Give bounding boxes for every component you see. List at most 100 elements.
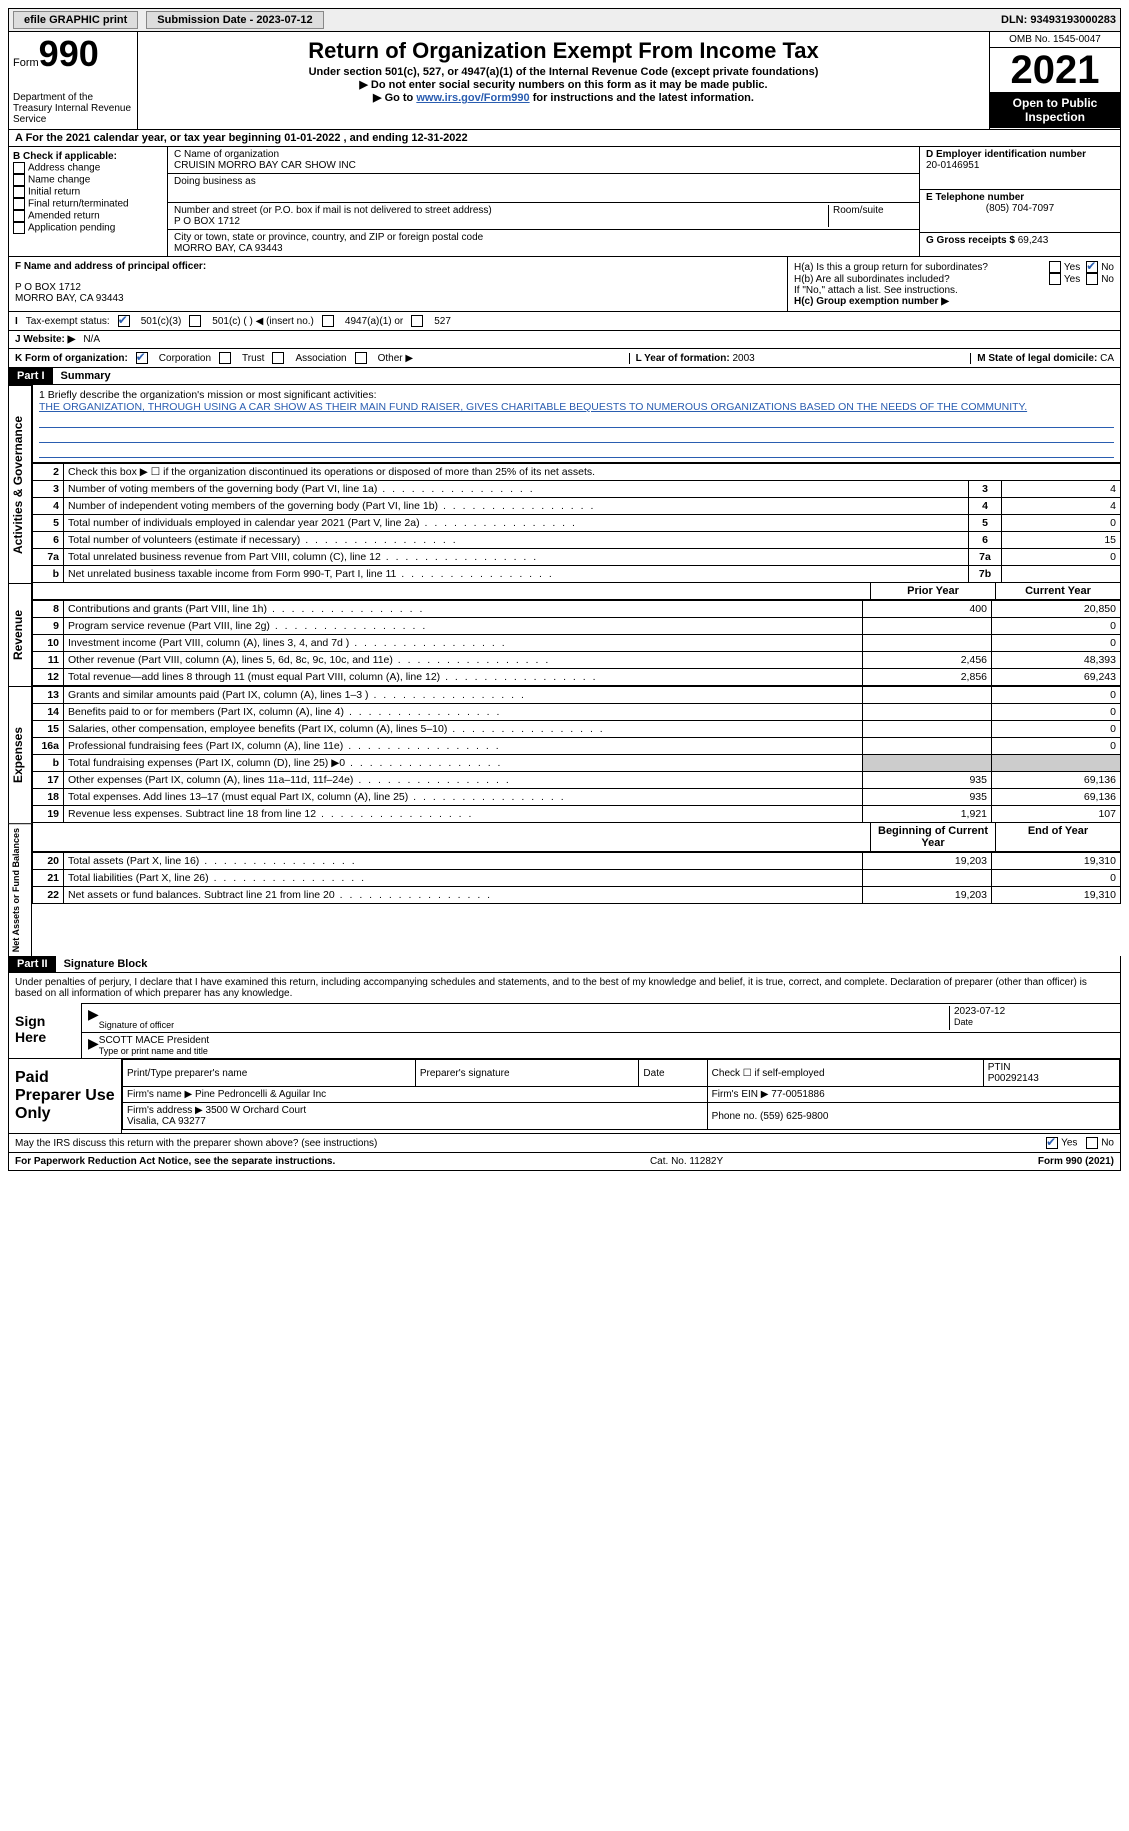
line-a: A For the 2021 calendar year, or tax yea…	[8, 130, 1121, 147]
checkbox-icon[interactable]	[411, 315, 423, 327]
table-row: 2Check this box ▶ ☐ if the organization …	[33, 464, 1121, 481]
checkbox-icon[interactable]	[355, 352, 367, 364]
checkbox-icon[interactable]	[13, 210, 25, 222]
opt-4947: 4947(a)(1) or	[345, 316, 403, 327]
table-cell: 935	[863, 789, 992, 806]
row-j: J Website: ▶ N/A	[8, 331, 1121, 349]
org-name: CRUISIN MORRO BAY CAR SHOW INC	[174, 160, 913, 171]
prep-h3: Date	[639, 1060, 707, 1087]
table-cell: 4	[1002, 498, 1121, 515]
submission-button[interactable]: Submission Date - 2023-07-12	[146, 11, 323, 29]
checkbox-icon[interactable]	[13, 186, 25, 198]
checkbox-icon[interactable]	[1086, 261, 1098, 273]
end-year-label: End of Year	[995, 823, 1120, 851]
firm-ein: 77-0051886	[771, 1089, 824, 1100]
checkbox-icon[interactable]	[118, 315, 130, 327]
table-cell: Total number of volunteers (estimate if …	[64, 532, 969, 549]
current-year-label: Current Year	[995, 583, 1120, 599]
table-cell	[992, 755, 1121, 772]
dept-text: Department of the Treasury Internal Reve…	[13, 92, 133, 125]
table-cell: Total unrelated business revenue from Pa…	[64, 549, 969, 566]
table-row: 19Revenue less expenses. Subtract line 1…	[33, 806, 1121, 823]
mission-label: 1 Briefly describe the organization's mi…	[39, 389, 1114, 401]
table-cell: Total expenses. Add lines 13–17 (must eq…	[64, 789, 863, 806]
city-value: MORRO BAY, CA 93443	[174, 243, 913, 254]
ptin-value: P00292143	[988, 1073, 1115, 1084]
checkbox-icon[interactable]	[1086, 1137, 1098, 1149]
checkbox-icon[interactable]	[13, 162, 25, 174]
table-cell: 19	[33, 806, 64, 823]
table-cell	[863, 738, 992, 755]
table-cell: Contributions and grants (Part VIII, lin…	[64, 601, 863, 618]
checkbox-icon[interactable]	[322, 315, 334, 327]
opt-501c3: 501(c)(3)	[141, 316, 182, 327]
table-cell: 0	[1002, 515, 1121, 532]
table-cell: 2	[33, 464, 64, 481]
side-revenue: Revenue	[8, 583, 32, 686]
pycy-header: Prior Year Current Year	[32, 583, 1121, 600]
inspection-label: Open to Public Inspection	[990, 92, 1120, 128]
cb-final: Final return/terminated	[28, 199, 129, 210]
table-cell	[863, 755, 992, 772]
sig-date-label: Date	[954, 1017, 1114, 1027]
table-cell: 22	[33, 887, 64, 904]
net-table: 20Total assets (Part X, line 16)19,20319…	[32, 852, 1121, 904]
row-i: I Tax-exempt status: 501(c)(3) 501(c) ( …	[8, 312, 1121, 331]
checkbox-icon[interactable]	[189, 315, 201, 327]
paid-preparer-label: Paid Preparer Use Only	[9, 1059, 122, 1133]
officer-label: F Name and address of principal officer:	[15, 261, 781, 272]
officer-addr: P O BOX 1712 MORRO BAY, CA 93443	[15, 282, 781, 304]
subtitle-3-pre: ▶ Go to	[373, 92, 416, 104]
omb-number: OMB No. 1545-0047	[990, 32, 1120, 48]
footer-right: Form 990 (2021)	[1038, 1156, 1114, 1167]
footer-mid: Cat. No. 11282Y	[650, 1156, 723, 1167]
table-row: 6Total number of volunteers (estimate if…	[33, 532, 1121, 549]
table-row: bTotal fundraising expenses (Part IX, co…	[33, 755, 1121, 772]
table-cell	[863, 721, 992, 738]
checkbox-icon[interactable]	[1049, 273, 1061, 285]
arrow-icon: ▶	[88, 1035, 99, 1056]
table-cell: 19,203	[863, 853, 992, 870]
table-cell: 5	[33, 515, 64, 532]
table-cell: 11	[33, 652, 64, 669]
gross-label: G Gross receipts $	[926, 235, 1015, 246]
cb-pending: Application pending	[28, 223, 115, 234]
city-label: City or town, state or province, country…	[174, 232, 913, 243]
efile-button[interactable]: efile GRAPHIC print	[13, 11, 138, 29]
checkbox-icon[interactable]	[219, 352, 231, 364]
checkbox-icon[interactable]	[1046, 1137, 1058, 1149]
table-cell: 0	[992, 721, 1121, 738]
opt-assoc: Association	[295, 353, 346, 364]
firm-ein-label: Firm's EIN ▶	[712, 1089, 769, 1100]
checkbox-icon[interactable]	[136, 352, 148, 364]
checkbox-icon[interactable]	[1049, 261, 1061, 273]
subtitle-1: Under section 501(c), 527, or 4947(a)(1)…	[142, 66, 985, 78]
side-netassets: Net Assets or Fund Balances	[8, 823, 32, 956]
table-cell: Revenue less expenses. Subtract line 18 …	[64, 806, 863, 823]
checkbox-icon[interactable]	[13, 174, 25, 186]
checkbox-icon[interactable]	[13, 198, 25, 210]
subtitle-3-post: for instructions and the latest informat…	[530, 92, 754, 104]
sig-date-value: 2023-07-12	[954, 1006, 1114, 1017]
table-cell: Total assets (Part X, line 16)	[64, 853, 863, 870]
table-row: 13Grants and similar amounts paid (Part …	[33, 687, 1121, 704]
table-cell: 5	[969, 515, 1002, 532]
irs-link[interactable]: www.irs.gov/Form990	[416, 92, 529, 104]
table-cell	[1002, 566, 1121, 583]
table-cell: 18	[33, 789, 64, 806]
tel-value: (805) 704-7097	[926, 203, 1114, 214]
table-row: 5Total number of individuals employed in…	[33, 515, 1121, 532]
table-row: 10Investment income (Part VIII, column (…	[33, 635, 1121, 652]
table-cell: Other revenue (Part VIII, column (A), li…	[64, 652, 863, 669]
mission-block: 1 Briefly describe the organization's mi…	[32, 385, 1121, 463]
table-cell: 7b	[969, 566, 1002, 583]
ein-value: 20-0146951	[926, 160, 1114, 171]
prep-h2: Preparer's signature	[415, 1060, 639, 1087]
checkbox-icon[interactable]	[1086, 273, 1098, 285]
table-row: 15Salaries, other compensation, employee…	[33, 721, 1121, 738]
checkbox-icon[interactable]	[13, 222, 25, 234]
table-cell: b	[33, 566, 64, 583]
checkbox-icon[interactable]	[272, 352, 284, 364]
table-cell: 48,393	[992, 652, 1121, 669]
opt-trust: Trust	[242, 353, 264, 364]
